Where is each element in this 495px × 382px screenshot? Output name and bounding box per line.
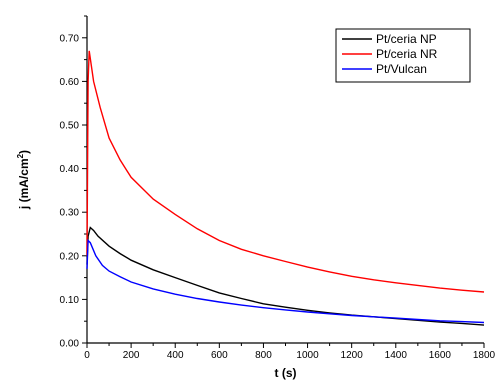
- y-axis-title-main: j (mA/cm: [17, 158, 31, 210]
- series-lines: [86, 50, 485, 326]
- legend-label: Pt/ceria NR: [376, 47, 438, 61]
- x-tick-label: 1800: [473, 350, 495, 361]
- legend-label: Pt/Vulcan: [376, 62, 427, 76]
- y-tick-label: 0.10: [60, 295, 80, 306]
- x-tick-label: 400: [167, 350, 184, 361]
- y-axis-title-superscript: 2: [16, 153, 25, 158]
- x-tick-label: 600: [211, 350, 228, 361]
- y-tick-label: 0.70: [60, 33, 80, 44]
- legend-box: [335, 28, 471, 83]
- y-tick-label: 0.50: [60, 121, 80, 132]
- y-tick-label: 0.60: [60, 77, 80, 88]
- x-tick-label: 0: [84, 350, 90, 361]
- x-ticks: 0 200 400 600 800 1000 1200 1400 1600 1800: [84, 343, 495, 361]
- x-tick-label: 1200: [341, 350, 364, 361]
- y-ticks: 0.00 0.10 0.20 0.30 0.40 0.50 0.60 0.70: [60, 15, 87, 350]
- x-tick-label: 1600: [429, 350, 452, 361]
- series-line: [86, 238, 485, 324]
- y-axis-title: j (mA/cm2): [16, 150, 31, 210]
- series-line: [86, 50, 485, 293]
- x-tick-label: 1000: [296, 350, 319, 361]
- y-tick-label: 0.30: [60, 208, 80, 219]
- x-tick-label: 1400: [385, 350, 408, 361]
- y-tick-label: 0.00: [60, 339, 80, 350]
- x-tick-label: 800: [255, 350, 272, 361]
- x-tick-label: 200: [123, 350, 140, 361]
- y-tick-label: 0.20: [60, 251, 80, 262]
- y-tick-label: 0.40: [60, 164, 80, 175]
- x-axis-title: t (s): [275, 366, 297, 380]
- y-axis-title-close: ): [17, 150, 31, 154]
- legend-label: Pt/ceria NP: [376, 32, 437, 46]
